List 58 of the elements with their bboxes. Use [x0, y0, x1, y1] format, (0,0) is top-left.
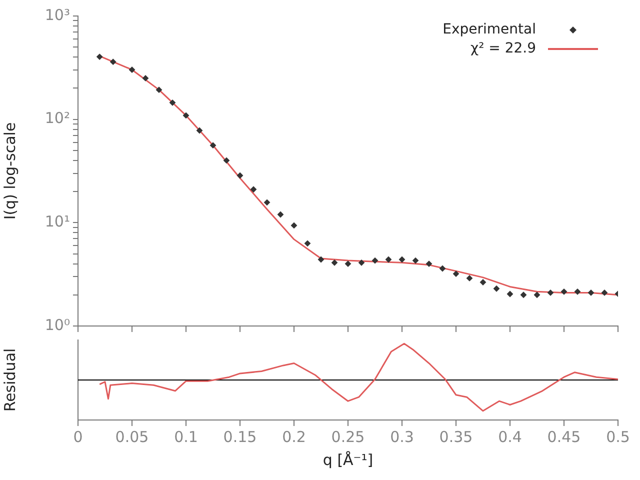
point — [426, 260, 432, 267]
x-tick-label: 0.2 — [282, 428, 306, 446]
point — [96, 54, 103, 60]
x-tick-label: 0.1 — [174, 428, 198, 446]
point — [386, 256, 392, 263]
legend-label: χ² = 22.9 — [470, 40, 536, 57]
point — [304, 240, 310, 246]
point — [494, 286, 500, 292]
point — [602, 290, 608, 296]
point — [372, 258, 378, 264]
point — [264, 199, 270, 206]
y-tick-label: 10¹ — [44, 212, 70, 231]
point — [129, 66, 135, 73]
point — [520, 292, 526, 298]
y-tick-label: 10² — [44, 109, 70, 128]
x-tick-label: 0.3 — [390, 428, 414, 446]
point — [440, 266, 446, 272]
point — [534, 292, 540, 298]
point — [142, 75, 148, 82]
x-tick-label: 0.25 — [331, 428, 365, 446]
x-tick-label: 0.5 — [606, 428, 630, 446]
point — [196, 127, 202, 134]
point — [412, 258, 418, 264]
point — [250, 186, 256, 192]
y-axis-title: Residual — [0, 348, 19, 412]
point — [170, 100, 176, 106]
y-axis-title: I(q) log-scale — [0, 122, 19, 220]
x-tick-label: 0.4 — [498, 428, 522, 446]
point — [110, 58, 116, 65]
point — [210, 142, 216, 148]
point — [588, 290, 594, 296]
point — [480, 279, 486, 286]
point — [318, 256, 324, 263]
point — [453, 270, 459, 277]
x-tick-label: 0.05 — [115, 428, 149, 446]
point — [507, 291, 513, 298]
point — [183, 112, 189, 118]
point — [332, 260, 338, 266]
point — [358, 260, 364, 266]
point — [399, 256, 405, 263]
x-tick-label: 0.45 — [547, 428, 581, 446]
legend-label: Experimental — [442, 22, 536, 38]
point — [561, 288, 567, 295]
x-tick-label: 0.35 — [439, 428, 473, 446]
point — [466, 275, 472, 282]
point — [278, 211, 284, 218]
point — [345, 260, 351, 267]
point — [237, 172, 243, 179]
point — [291, 222, 297, 228]
x-tick-label: 0.15 — [223, 428, 257, 446]
point — [156, 86, 162, 93]
y-tick-label: 10⁰ — [44, 316, 70, 334]
point — [574, 288, 580, 295]
x-tick-label: 0 — [73, 428, 83, 446]
x-axis-title: q [Å⁻¹] — [322, 450, 374, 469]
point — [224, 157, 230, 164]
point — [548, 290, 554, 296]
y-tick-label: 10³ — [44, 6, 70, 24]
